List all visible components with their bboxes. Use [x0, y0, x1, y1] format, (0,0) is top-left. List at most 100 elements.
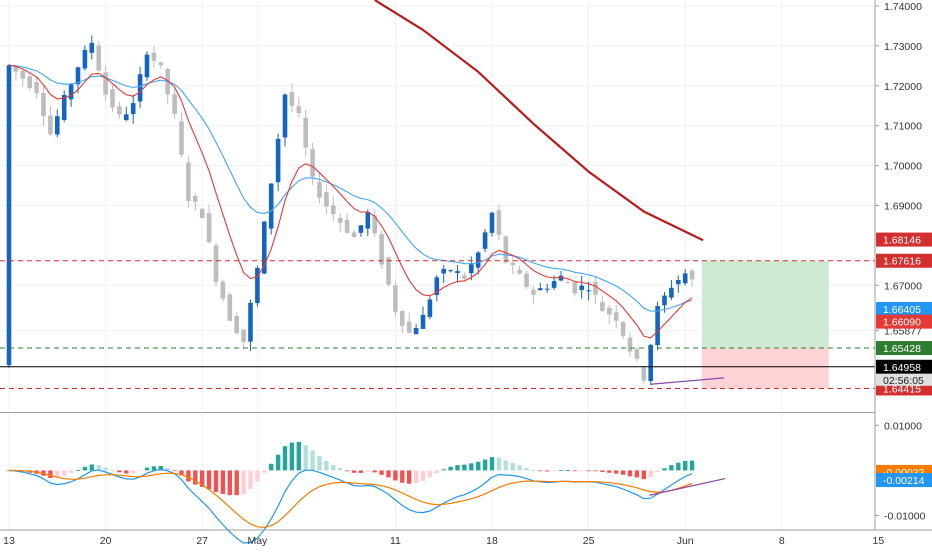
horizontal-levels[interactable]	[0, 260, 875, 389]
candle-body	[344, 219, 350, 233]
macd-histogram-bar	[172, 470, 177, 472]
ma-price-badge-bg	[876, 314, 932, 329]
long-position-tool[interactable]	[701, 260, 829, 389]
candle-body	[124, 114, 129, 121]
macd-histogram-bar	[117, 470, 122, 473]
macd-histogram-bar	[179, 470, 184, 476]
candle-body	[179, 121, 184, 155]
candle-body	[379, 234, 384, 265]
macd-histogram-bar	[476, 461, 481, 471]
time-tick-label: 27	[196, 535, 208, 547]
candle-body	[496, 210, 502, 235]
candle-body	[558, 275, 564, 281]
candle-body	[89, 42, 95, 53]
macd-histogram-bar	[310, 450, 315, 471]
candle-body	[193, 195, 198, 202]
candle-body	[137, 74, 143, 102]
candle-body	[158, 62, 164, 66]
macd-histogram-bar	[489, 457, 495, 471]
candle-body	[482, 232, 488, 249]
level-price-badge: 1.65428	[883, 343, 921, 355]
macd-histogram-bar	[607, 470, 612, 473]
profit-zone	[701, 260, 829, 349]
candle-body	[358, 225, 364, 233]
macd-histogram-bar	[82, 466, 88, 471]
candle-body	[75, 67, 81, 85]
candle-body	[386, 257, 391, 285]
candle-body	[241, 329, 246, 343]
macd-histogram-bar	[275, 454, 281, 471]
price-tick-label: 1.72000	[884, 81, 922, 93]
macd-value-badge: -0.00214	[883, 475, 925, 487]
candle-body	[607, 307, 612, 315]
macd-histogram-bar	[110, 470, 115, 472]
ma-200-line	[374, 0, 704, 242]
candle-body	[6, 65, 12, 366]
candle-body	[620, 322, 626, 336]
candle-body	[427, 299, 433, 317]
candle-body	[172, 94, 177, 114]
macd-histogram-bar	[462, 464, 467, 471]
macd-histogram-bar	[75, 470, 81, 471]
macd-histogram-bar	[669, 465, 674, 471]
time-tick-label: 13	[3, 535, 15, 547]
macd-histogram-bar	[620, 470, 626, 475]
macd-histogram-bar	[455, 465, 460, 471]
macd-histogram-bar	[296, 441, 301, 471]
candle-body	[475, 252, 481, 268]
candle-body	[324, 192, 329, 207]
candle-body	[13, 66, 19, 72]
macd-histogram-bar	[89, 464, 94, 471]
candle-body	[213, 245, 219, 282]
candle-body	[117, 106, 122, 115]
level-price-badge: 1.64958	[883, 362, 921, 374]
candle-body	[310, 149, 315, 177]
ma-price-badge: 1.68146	[883, 235, 921, 247]
price-tick-label: 1.70000	[884, 161, 922, 173]
candle-body	[275, 138, 281, 183]
candle-body	[469, 264, 474, 274]
candle-body	[400, 310, 405, 326]
macd-histogram-bar	[62, 470, 67, 476]
countdown-bg	[876, 373, 932, 386]
candle-body	[634, 348, 640, 359]
macd-histogram-bar	[351, 470, 357, 473]
macd-histogram-bar	[55, 470, 60, 478]
candle-body	[206, 213, 212, 243]
macd-histogram-bar	[676, 462, 681, 471]
time-tick-label: Jun	[677, 535, 694, 547]
macd-histogram-bar	[68, 470, 74, 474]
candle-body	[413, 327, 419, 335]
ma-fast-line	[8, 64, 693, 339]
macd-histogram-bar	[634, 470, 640, 478]
macd-histogram-bar	[186, 470, 191, 482]
macd-histogram-bar	[545, 470, 550, 472]
time-tick-label: 20	[100, 535, 112, 547]
candle-body	[662, 295, 667, 306]
macd-tick-label: -0.01000	[884, 511, 926, 523]
macd-histogram-bar	[503, 460, 508, 471]
candle-body	[337, 217, 343, 223]
candle-body	[82, 50, 88, 69]
macd-histogram-bar	[48, 470, 53, 479]
macd-histogram-bar	[655, 470, 660, 473]
macd-divergence-line	[649, 477, 726, 496]
ma-price-badge-bg	[876, 232, 932, 247]
candle-body	[296, 106, 302, 114]
candle-body	[268, 183, 274, 229]
ma-slow-line	[8, 64, 693, 312]
candle-body	[351, 232, 357, 238]
macd-histogram-bar	[289, 442, 295, 471]
candles	[6, 35, 695, 386]
macd-histogram-bar	[324, 460, 329, 471]
candle-body	[489, 212, 495, 233]
macd-histogram-bar	[248, 470, 253, 489]
ma-200-path	[374, 0, 704, 242]
price-tick-label: 1.71000	[884, 121, 922, 133]
candle-body	[434, 277, 440, 295]
macd-histogram-bar	[648, 470, 653, 477]
macd-histogram-bar	[524, 467, 529, 471]
